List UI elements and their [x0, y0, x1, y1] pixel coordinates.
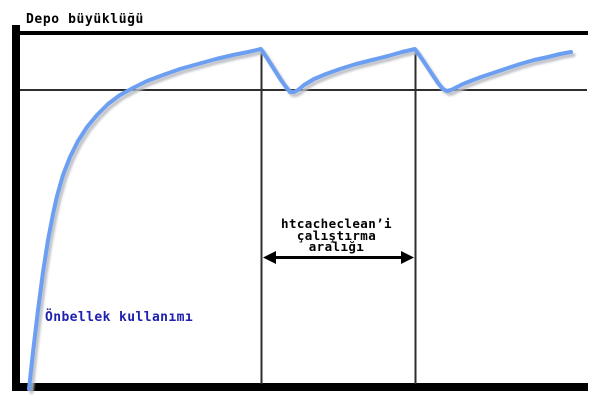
cleanup-run-line-2 — [414, 49, 417, 384]
cache-usage-curve-shadow — [29, 50, 576, 394]
curve-label: Önbellek kullanımı — [45, 310, 194, 325]
interval-arrow-left-head — [263, 251, 276, 264]
interval-label: htcacheclean’i çalıştırma aralığı — [256, 218, 417, 253]
interval-label-line3: aralığı — [308, 239, 365, 254]
cleanup-run-line-1 — [260, 49, 263, 384]
y-axis-bar — [12, 25, 20, 391]
top-boundary-line — [20, 31, 588, 35]
interval-arrow-right-head — [401, 251, 414, 264]
x-axis-bar — [12, 383, 588, 391]
interval-label-line2: çalıştırma — [296, 227, 377, 243]
cache-usage-curve — [27, 47, 573, 391]
interval-label-line1: htcacheclean’i — [281, 216, 392, 231]
y-axis-title: Depo büyüklüğü — [26, 12, 144, 27]
